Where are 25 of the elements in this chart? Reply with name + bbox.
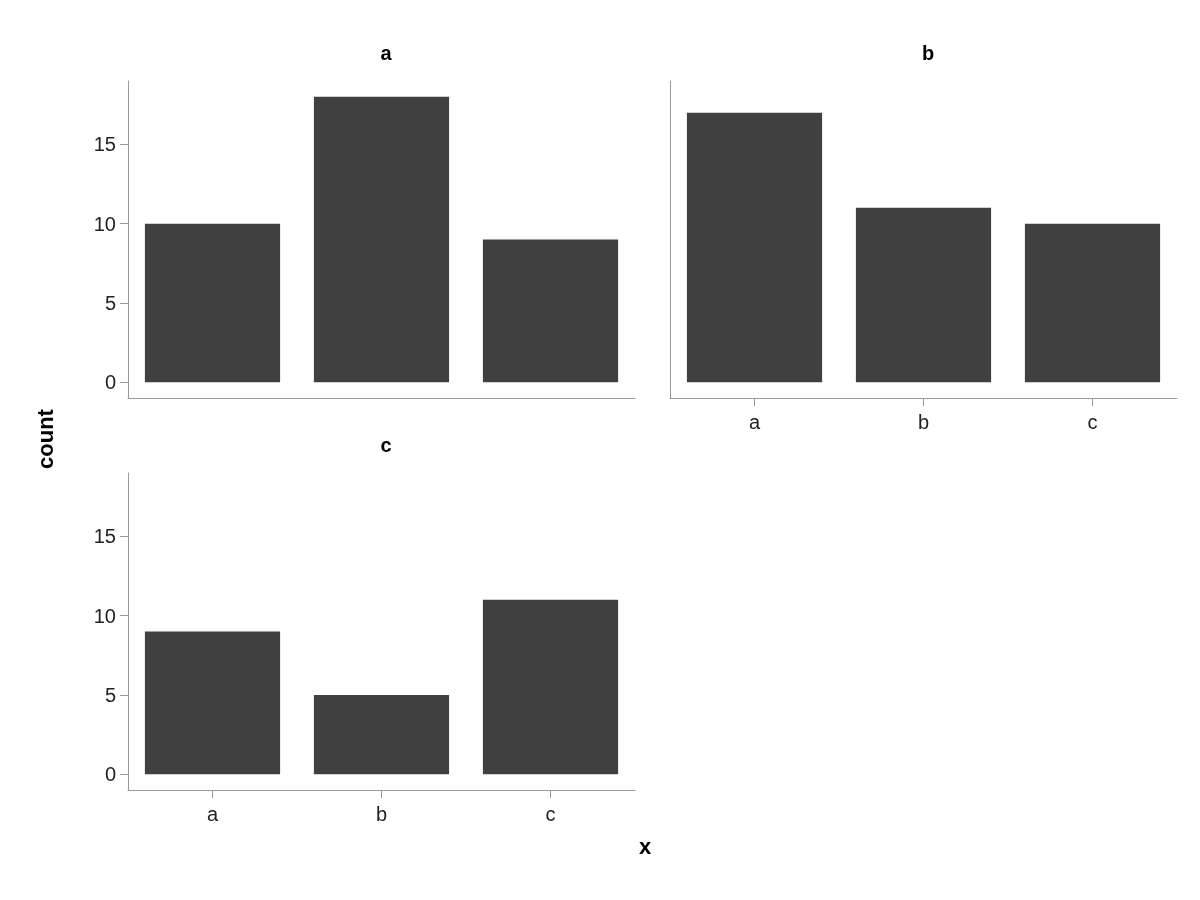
bar <box>313 694 450 775</box>
x-tick-label: c <box>545 803 556 825</box>
x-tick-label: b <box>375 803 388 825</box>
y-tick-label: 10 <box>93 604 116 627</box>
y-tick-label: 5 <box>104 683 116 706</box>
bar <box>482 599 619 775</box>
y-tick-label: 0 <box>104 371 116 394</box>
x-tick-label: a <box>748 411 761 433</box>
x-axis-title: x <box>637 834 653 860</box>
chart-title: a <box>380 42 393 64</box>
bar <box>144 631 281 775</box>
y-tick-label: 10 <box>93 212 116 235</box>
y-tick-label: 5 <box>104 291 116 314</box>
chart-title: c <box>380 434 392 456</box>
bar <box>482 239 619 383</box>
y-tick-label: 15 <box>93 133 116 156</box>
bar <box>144 223 281 383</box>
y-tick-label: 15 <box>93 525 116 548</box>
y-tick-label: 0 <box>104 763 116 786</box>
y-axis-title: count <box>33 408 59 471</box>
x-tick-label: a <box>206 803 219 825</box>
chart-title: b <box>921 42 935 64</box>
x-tick-label: b <box>917 411 930 433</box>
bar <box>313 96 450 383</box>
x-tick-label: c <box>1087 411 1098 433</box>
